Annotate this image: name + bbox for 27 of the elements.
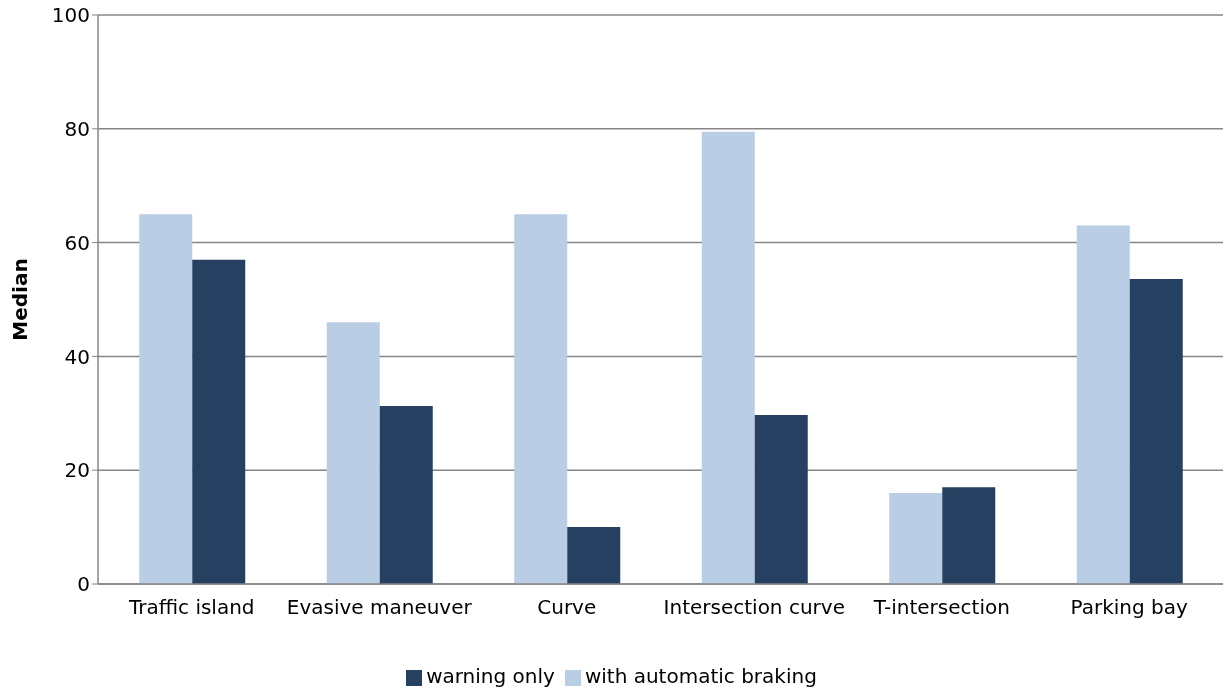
bar xyxy=(889,492,943,584)
x-tick-label: Curve xyxy=(537,595,597,620)
bar xyxy=(192,259,246,584)
bar xyxy=(139,214,193,584)
y-tick-label: 20 xyxy=(64,458,90,483)
legend-label: with automatic braking xyxy=(584,664,817,688)
bar xyxy=(567,527,621,584)
bar xyxy=(1076,225,1130,584)
y-tick-label: 80 xyxy=(64,116,90,141)
y-tick-label: 100 xyxy=(51,3,90,28)
y-tick-label: 60 xyxy=(64,230,90,255)
x-tick-label: Traffic island xyxy=(127,595,255,620)
y-tick-label: 40 xyxy=(64,344,90,369)
bar xyxy=(379,405,433,584)
x-tick-label: Intersection curve xyxy=(663,595,845,620)
legend-label: warning only xyxy=(426,664,555,688)
x-tick-label: T-intersection xyxy=(872,595,1010,620)
bar xyxy=(942,487,996,584)
bar xyxy=(1129,279,1183,584)
bar xyxy=(514,214,568,584)
x-tick-label: Evasive maneuver xyxy=(286,595,473,620)
bar xyxy=(754,415,808,584)
y-axis-title: Median xyxy=(8,258,33,341)
bar xyxy=(701,131,755,584)
x-tick-label: Parking bay xyxy=(1070,595,1189,620)
y-tick-label: 0 xyxy=(77,572,90,597)
bar xyxy=(326,322,380,584)
